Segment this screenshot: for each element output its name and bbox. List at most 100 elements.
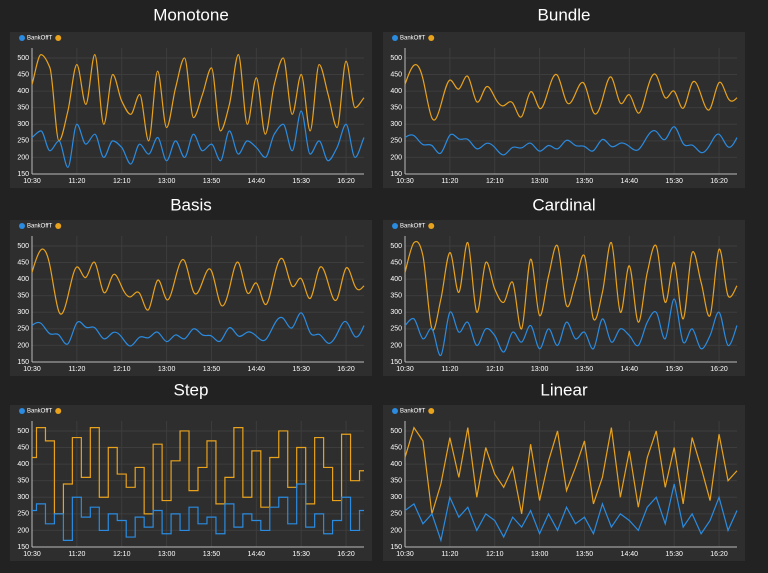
chart-panel: Linear 150 200 250 300 350 400 450 500 10:30 11:20… (383, 380, 745, 561)
chart-panel: Bundle 150 200 250 300 350 400 450 500 10:30 11:20… (383, 5, 745, 188)
legend-label: BankOffT (400, 36, 426, 42)
y-tick-label: 350 (17, 478, 29, 485)
y-tick-label: 400 (17, 461, 29, 468)
y-tick-label: 200 (390, 342, 402, 349)
x-tick-label: 10:30 (23, 178, 41, 185)
x-tick-label: 13:50 (576, 178, 594, 185)
x-tick-label: 15:30 (292, 178, 310, 185)
series-line (404, 64, 738, 121)
legend-dot (392, 35, 398, 41)
legend-label: BankOffT (27, 409, 53, 415)
x-tick-label: 12:10 (113, 178, 131, 185)
plot-background (383, 220, 745, 376)
y-tick-label: 400 (17, 276, 29, 283)
legend-dot (19, 408, 25, 414)
y-tick-label: 400 (390, 88, 402, 95)
chart-title: Monotone (153, 5, 229, 24)
x-tick-label: 14:40 (248, 551, 266, 558)
series-line (404, 483, 738, 543)
y-tick-label: 200 (390, 527, 402, 534)
y-tick-label: 450 (390, 71, 402, 78)
y-tick-label: 150 (17, 171, 29, 178)
x-tick-label: 16:20 (337, 178, 355, 185)
x-tick-label: 15:30 (665, 366, 683, 373)
y-tick-label: 350 (17, 105, 29, 112)
y-tick-label: 400 (17, 88, 29, 95)
x-tick-label: 11:20 (68, 366, 85, 373)
y-tick-label: 300 (390, 121, 402, 128)
y-tick-label: 500 (390, 55, 402, 62)
legend-dot (392, 223, 398, 229)
series-line (31, 312, 365, 347)
y-tick-label: 350 (17, 293, 29, 300)
legend-dot (19, 35, 25, 41)
y-tick-label: 250 (390, 326, 402, 333)
y-tick-label: 150 (390, 359, 402, 366)
y-tick-label: 300 (390, 494, 402, 501)
y-tick-label: 250 (17, 138, 29, 145)
y-tick-label: 450 (17, 444, 29, 451)
x-tick-label: 16:20 (337, 551, 355, 558)
y-tick-label: 350 (390, 105, 402, 112)
chart-panel: Monotone 150 200 250 300 350 400 450 500 10:30 11:… (10, 5, 372, 188)
legend-dot (19, 223, 25, 229)
y-tick-label: 300 (17, 309, 29, 316)
plot-background (10, 32, 372, 188)
y-tick-label: 150 (17, 544, 29, 551)
legend-dot (428, 408, 435, 414)
x-tick-label: 15:30 (665, 551, 683, 558)
series-line (404, 240, 738, 331)
x-tick-label: 12:10 (486, 551, 504, 558)
y-tick-label: 350 (390, 293, 402, 300)
x-tick-label: 12:10 (113, 551, 131, 558)
x-tick-label: 11:20 (441, 178, 458, 185)
y-tick-label: 150 (390, 171, 402, 178)
y-tick-label: 300 (17, 121, 29, 128)
x-tick-label: 13:50 (576, 551, 594, 558)
x-tick-label: 13:00 (158, 178, 176, 185)
y-tick-label: 300 (17, 494, 29, 501)
legend-dot (392, 408, 398, 414)
x-tick-label: 13:00 (158, 551, 176, 558)
x-tick-label: 13:00 (158, 366, 176, 373)
x-tick-label: 11:20 (441, 366, 458, 373)
x-tick-label: 12:10 (486, 366, 504, 373)
x-tick-label: 12:10 (113, 366, 131, 373)
series-line (404, 126, 738, 156)
plot-background (383, 32, 745, 188)
x-tick-label: 11:20 (441, 551, 458, 558)
x-tick-label: 10:30 (23, 366, 41, 373)
series-line (31, 54, 365, 142)
x-tick-label: 14:40 (621, 178, 639, 185)
chart-title: Basis (170, 195, 212, 214)
y-tick-label: 500 (17, 55, 29, 62)
x-tick-label: 12:10 (486, 178, 504, 185)
series-line (32, 427, 364, 515)
y-tick-label: 150 (390, 544, 402, 551)
series-line (32, 483, 364, 541)
y-tick-label: 500 (390, 428, 402, 435)
x-tick-label: 10:30 (396, 178, 414, 185)
x-tick-label: 16:20 (710, 178, 728, 185)
x-tick-label: 15:30 (665, 178, 683, 185)
x-tick-label: 14:40 (248, 178, 266, 185)
x-tick-label: 10:30 (396, 366, 414, 373)
y-tick-label: 500 (17, 428, 29, 435)
x-tick-label: 13:00 (531, 366, 549, 373)
x-tick-label: 16:20 (710, 366, 728, 373)
x-tick-label: 13:50 (576, 366, 594, 373)
legend-label: BankOffT (400, 409, 426, 415)
chart-panel: Cardinal 150 200 250 300 350 400 450 500 10:30 11:… (383, 195, 745, 376)
chart-title: Bundle (538, 5, 591, 24)
x-tick-label: 13:00 (531, 178, 549, 185)
x-tick-label: 16:20 (337, 366, 355, 373)
legend-dot (428, 223, 435, 229)
x-tick-label: 16:20 (710, 551, 728, 558)
y-tick-label: 400 (390, 276, 402, 283)
y-tick-label: 200 (17, 342, 29, 349)
y-tick-label: 450 (390, 259, 402, 266)
y-tick-label: 400 (390, 461, 402, 468)
y-tick-label: 200 (390, 154, 402, 161)
chart-title: Cardinal (532, 195, 595, 214)
